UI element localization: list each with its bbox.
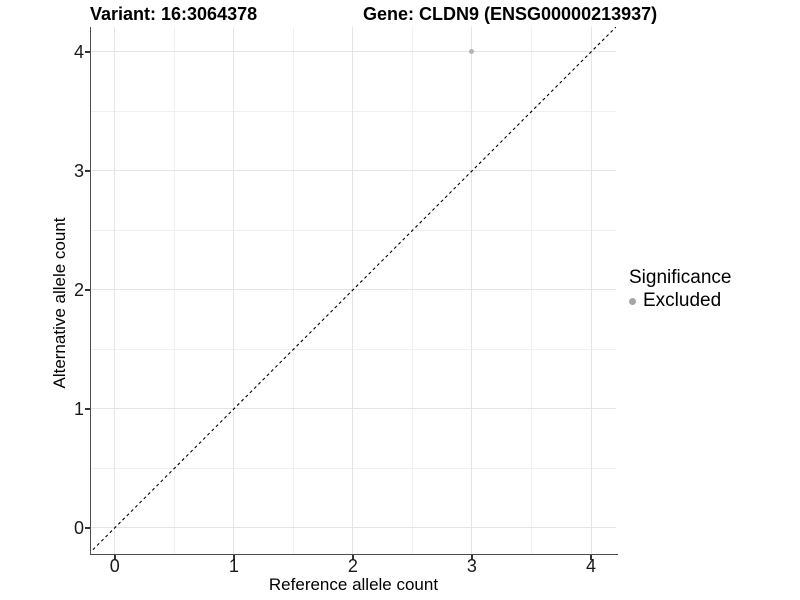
x-gridline-major [590,27,592,554]
data-point [469,49,475,55]
y-tick-label: 3 [73,160,84,181]
y-tick-mark [85,51,90,53]
plot-title-variant: Variant: 16:3064378 [90,4,258,24]
legend-point-icon [629,297,636,305]
x-gridline-major [233,27,235,554]
legend-item-excluded: Excluded [629,290,731,312]
x-tick-label: 3 [466,556,477,576]
x-tick-label: 4 [585,556,596,576]
legend-title: Significance [629,267,732,288]
y-gridline-minor [91,348,616,350]
x-gridline-minor [173,27,175,554]
x-tick-mark [471,555,473,560]
x-tick-mark [114,555,116,560]
y-tick-mark [85,527,90,529]
x-tick-label: 0 [109,556,120,576]
legend: Significance Excluded [629,266,731,312]
x-tick-label: 1 [228,556,239,576]
y-tick-mark [85,408,90,410]
y-gridline-major [91,170,616,172]
y-gridline-minor [91,229,616,231]
y-axis-line [89,27,91,555]
y-tick-label: 2 [73,279,84,300]
y-tick-label: 0 [73,517,84,538]
x-tick-mark [590,555,592,560]
x-tick-mark [352,555,354,560]
legend-item-label: Excluded [643,290,722,311]
y-tick-label: 1 [73,398,84,419]
x-tick-mark [233,555,235,560]
y-tick-mark [85,289,90,291]
y-axis-title: Alternative allele count [50,217,69,389]
plot-panel [91,27,616,554]
x-gridline-minor [292,27,294,554]
x-gridline-minor [411,27,413,554]
y-gridline-minor [91,467,616,469]
x-tick-label: 2 [347,556,358,576]
identity-dashed-line [91,27,616,553]
x-axis-line [89,553,618,555]
plot-title-gene: Gene: CLDN9 (ENSG00000213937) [363,4,658,24]
y-gridline-minor [91,110,616,112]
y-gridline-major [91,408,616,410]
y-tick-mark [85,170,90,172]
x-gridline-minor [530,27,532,554]
x-gridline-major [471,27,473,554]
y-tick-label: 4 [73,41,84,62]
x-axis-title: Reference allele count [268,575,439,594]
y-gridline-major [91,527,616,529]
y-gridline-major [91,51,616,53]
x-gridline-major [114,27,116,554]
